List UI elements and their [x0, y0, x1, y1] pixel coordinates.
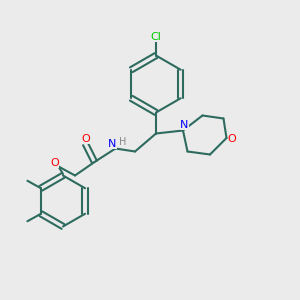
Text: O: O — [50, 158, 59, 168]
Text: O: O — [227, 134, 236, 145]
Text: O: O — [81, 134, 90, 144]
Text: Cl: Cl — [151, 32, 161, 42]
Text: H: H — [119, 137, 127, 147]
Text: N: N — [108, 139, 117, 149]
Text: N: N — [180, 120, 189, 130]
